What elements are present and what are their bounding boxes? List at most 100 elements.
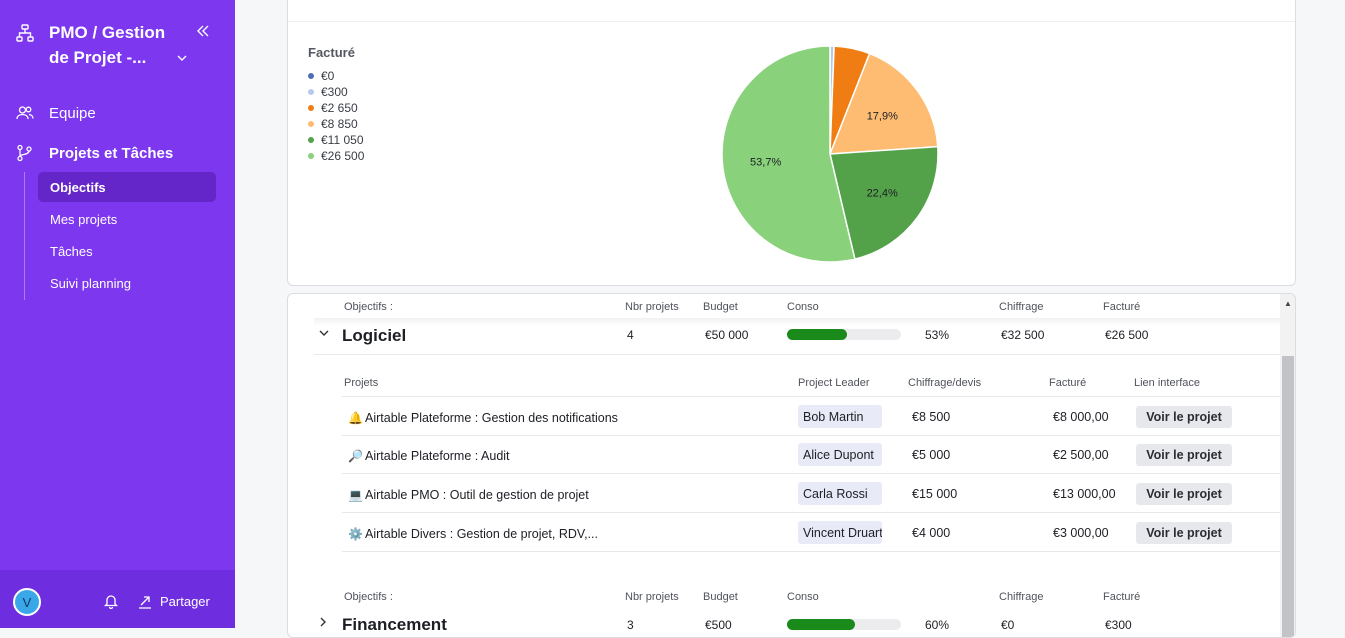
view-project-button[interactable]: Voir le projet — [1136, 522, 1232, 544]
conso-progress-bar — [787, 619, 901, 630]
legend-entry: €8 850 — [308, 116, 364, 132]
project-chiffrage: €8 500 — [912, 410, 951, 424]
nav-item-label: Projets et Tâches — [49, 144, 174, 162]
legend-label: €11 050 — [321, 133, 364, 147]
chart-legend: Facturé €0 €300 €2 650 €8 850 €11 050 €26 500 — [308, 45, 364, 164]
legend-label: €26 500 — [321, 149, 365, 163]
share-label: Partager — [160, 594, 210, 609]
group-facture: €26 500 — [1105, 328, 1149, 342]
chevron-right-icon[interactable] — [318, 616, 328, 631]
project-leader-chip: Carla Rossi — [798, 482, 882, 505]
project-facture: €8 000,00 — [1053, 410, 1109, 424]
group-budget: €500 — [705, 618, 732, 632]
scroll-up-arrow-icon[interactable]: ▲ — [1284, 299, 1292, 308]
group-nbr-projets: 3 — [627, 618, 634, 632]
conso-progress-bar — [787, 329, 901, 340]
pie-slice — [721, 45, 856, 263]
legend-title: Facturé — [308, 45, 355, 60]
subnav-item-objectifs[interactable]: Objectifs — [38, 172, 216, 202]
nav-item-projets[interactable]: Projets et Tâches — [16, 144, 221, 162]
divider — [342, 512, 1280, 513]
col-header-facture: Facturé — [1103, 301, 1141, 313]
col-header-facture: Facturé — [1049, 377, 1087, 389]
chevron-down-icon[interactable] — [318, 327, 330, 341]
project-name[interactable]: 🔎 Airtable Plateforme : Audit — [348, 449, 510, 463]
project-leader-chip: Alice Dupont — [798, 443, 882, 466]
legend-entry: €0 — [308, 68, 364, 84]
sidebar: PMO / Gestion de Projet -... Equipe Proj… — [0, 0, 235, 628]
bell-emoji-icon: 🔔 — [348, 411, 363, 425]
project-chiffrage: €4 000 — [912, 526, 951, 540]
header-shadow — [314, 318, 1280, 326]
view-project-button[interactable]: Voir le projet — [1136, 483, 1232, 505]
conso-progress-fill — [787, 619, 856, 630]
col-header-budget: Budget — [703, 301, 738, 313]
col-header-budget: Budget — [703, 591, 738, 603]
legend-entry: €26 500 — [308, 148, 364, 164]
group-chiffrage: €32 500 — [1001, 328, 1045, 342]
gear-emoji-icon: ⚙️ — [348, 527, 363, 541]
project-facture: €2 500,00 — [1053, 448, 1109, 462]
avatar[interactable]: V — [13, 588, 41, 616]
project-name[interactable]: 🔔 Airtable Plateforme : Gestion des notif… — [348, 411, 618, 425]
divider — [342, 551, 1280, 552]
legend-swatch — [308, 89, 314, 95]
base-title[interactable]: PMO / Gestion de Projet -... — [49, 23, 166, 67]
project-chiffrage: €5 000 — [912, 448, 951, 462]
legend-entry: €11 050 — [308, 132, 364, 148]
view-project-button[interactable]: Voir le projet — [1136, 406, 1232, 428]
collapse-sidebar-icon[interactable] — [196, 24, 210, 43]
view-project-button[interactable]: Voir le projet — [1136, 444, 1232, 466]
divider — [314, 354, 1280, 355]
col-header-conso: Conso — [787, 301, 819, 313]
legend-entry: €2 650 — [308, 100, 364, 116]
nav-item-equipe[interactable]: Equipe — [16, 104, 221, 122]
pie-data-label: 22,4% — [867, 187, 898, 199]
pie-data-label: 17,9% — [867, 111, 898, 123]
project-name[interactable]: ⚙️ Airtable Divers : Gestion de projet, R… — [348, 527, 598, 541]
legend-label: €8 850 — [321, 117, 358, 131]
group-nbr-projets: 4 — [627, 328, 634, 342]
legend-entry: €300 — [308, 84, 364, 100]
legend-label: €300 — [321, 85, 348, 99]
col-header-lien-interface: Lien interface — [1134, 377, 1201, 389]
group-chiffrage: €0 — [1001, 618, 1015, 632]
main-content: Facturé €0 €300 €2 650 €8 850 €11 050 €26 500… — [235, 0, 1345, 638]
project-chiffrage: €15 000 — [912, 487, 958, 501]
subnav-item-suivi-planning[interactable]: Suivi planning — [50, 275, 131, 291]
chevron-down-icon[interactable] — [176, 50, 188, 68]
group-facture: €300 — [1105, 618, 1132, 632]
bell-icon[interactable] — [103, 593, 119, 614]
divider — [288, 21, 1295, 22]
legend-swatch — [308, 137, 314, 143]
pie-chart: 17,9% 22,4% 53,7% — [721, 45, 939, 263]
col-header-project-leader: Project Leader — [798, 377, 870, 389]
group-conso-percent: 53% — [925, 328, 950, 342]
divider — [342, 435, 1280, 436]
subnav-item-mes-projets[interactable]: Mes projets — [50, 211, 118, 227]
col-header-chiffrage: Chiffrage — [999, 591, 1044, 603]
legend-swatch — [308, 105, 314, 111]
objectives-table: Objectifs : Nbr projets Budget Conso Chi… — [287, 293, 1296, 638]
sitemap-icon — [16, 24, 34, 47]
col-header-nbr-projets: Nbr projets — [625, 301, 679, 313]
users-icon — [16, 104, 34, 122]
group-title[interactable]: Logiciel — [342, 326, 407, 345]
legend-label: €2 650 — [321, 101, 358, 115]
pie-slice — [828, 52, 939, 155]
scrollbar-thumb[interactable] — [1282, 356, 1294, 637]
col-header-chiffrage: Chiffrage — [999, 301, 1044, 313]
project-name[interactable]: 💻 Airtable PMO : Outil de gestion de proj… — [348, 488, 589, 502]
group-conso-percent: 60% — [925, 618, 950, 632]
share-button[interactable]: Partager — [138, 594, 210, 609]
scrollbar[interactable]: ▲ — [1280, 294, 1295, 637]
pie-data-label: 53,7% — [750, 157, 781, 169]
legend-swatch — [308, 153, 314, 159]
legend-swatch — [308, 73, 314, 79]
group-title[interactable]: Financement — [342, 615, 447, 634]
col-header-objectifs: Objectifs : — [344, 301, 393, 313]
col-header-objectifs: Objectifs : — [344, 591, 393, 603]
subnav-item-taches[interactable]: Tâches — [50, 243, 93, 259]
legend-swatch — [308, 121, 314, 127]
conso-progress-fill — [787, 329, 848, 340]
